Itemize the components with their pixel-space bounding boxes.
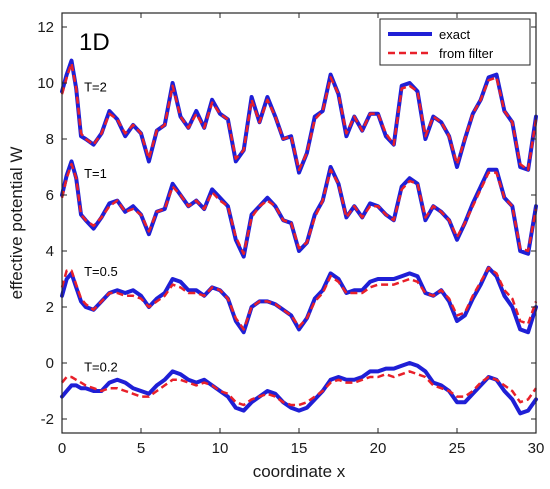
series-filter-t-2 [60,62,538,172]
temperature-label: T=0.5 [84,264,118,279]
x-axis-title: coordinate x [253,462,346,481]
y-tick-label: 0 [46,355,54,372]
series-filter-t-1 [60,162,538,256]
curves-layer [60,58,538,416]
annotation-layer: T=2 T=1 T=0.5 T=0.2 [84,79,118,374]
y-tick-label: 12 [37,19,54,36]
series-filter-t-0-2 [61,370,538,407]
series-exact-t-0-2 [60,361,538,416]
x-tick-label: 0 [58,440,66,457]
y-tick-label: 2 [46,299,54,316]
series-exact-t-0-5 [60,265,538,335]
legend-label-filter: from filter [439,46,494,61]
temperature-label: T=2 [84,79,107,94]
x-tick-label: 10 [212,440,229,457]
temperature-label: T=0.2 [84,359,118,374]
y-tick-label: 4 [46,243,54,260]
y-tick-label: 10 [37,75,54,92]
x-tick-label: 25 [449,440,466,457]
legend: exact from filter [379,18,531,66]
legend-label-exact: exact [439,27,470,42]
y-tick-label: 6 [46,187,54,204]
series-filter-t-0-5 [60,266,538,331]
panel-tag: 1D [79,29,110,56]
y-tick-label: 8 [46,131,54,148]
y-axis-title: effective potential W [7,147,26,300]
legend-box [379,18,531,66]
y-tick-label: -2 [41,411,54,428]
x-tick-label: 15 [291,440,308,457]
plot-area [62,13,536,433]
x-tick-label: 5 [137,440,145,457]
x-tick-label: 20 [370,440,387,457]
x-tick-label: 30 [528,440,545,457]
temperature-label: T=1 [84,166,107,181]
